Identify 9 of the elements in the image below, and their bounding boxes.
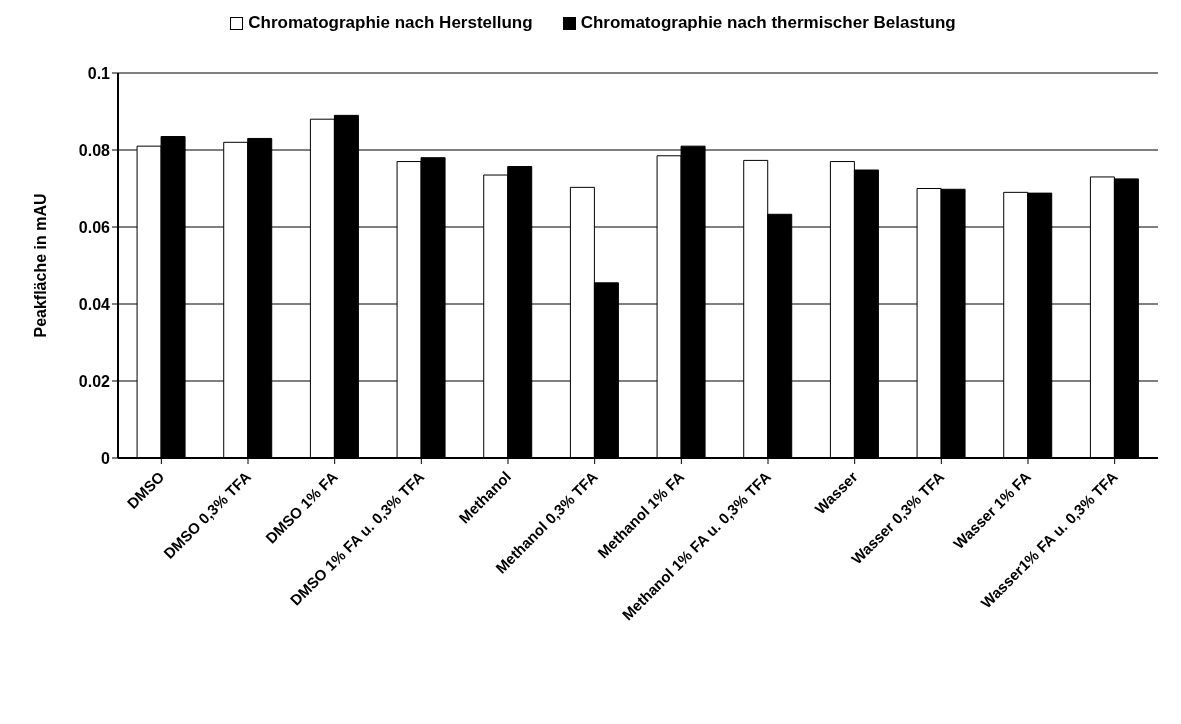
y-axis-title: Peakfläche in mAU	[32, 193, 49, 338]
legend-label: Chromatographie nach thermischer Belastung	[579, 13, 956, 33]
y-tick-label: 0.1	[87, 64, 111, 82]
y-tick-label: 0.08	[78, 141, 111, 159]
y-tick-label: 0.06	[78, 218, 111, 236]
y-tick-label: 0.02	[78, 372, 111, 390]
y-tick-label: 0.04	[78, 295, 111, 313]
legend-label: Chromatographie nach Herstellung	[247, 13, 533, 33]
y-tick-label: 0	[101, 449, 111, 467]
